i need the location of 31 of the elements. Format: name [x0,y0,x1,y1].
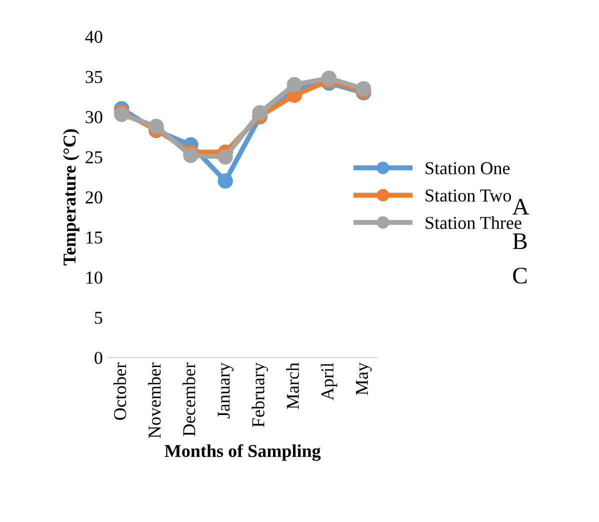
x-tick-label: October [113,362,126,420]
point [252,105,268,120]
y-tick-label: 5 [94,312,102,324]
y-axis-title: Temperature (°C) [62,129,80,266]
x-tick-label: March [286,362,299,410]
x-tick-label: January [218,362,234,418]
x-tick-label: December [182,362,196,436]
y-tick-label: 40 [85,30,102,43]
x-tick-label: February [252,362,268,428]
y-tick-label: 0 [94,352,102,364]
y-tick-label: 25 [86,151,102,164]
legend-label: Station Three [426,216,522,229]
x-tick-label: November [148,362,161,438]
x-axis-title: Months of Sampling [164,444,321,461]
point [218,173,233,189]
text: C [513,268,527,284]
text: B [512,233,527,249]
y-tick-label: 30 [86,111,102,124]
point [148,118,164,134]
y-tick-label: 35 [86,70,102,84]
y-tick-label: 10 [86,272,102,284]
point [286,77,302,92]
point [218,149,233,165]
x-tick-label: April [320,362,338,400]
legend-label: Station Two [426,189,511,202]
text: A [512,198,530,214]
y-tick-label: 15 [86,232,102,244]
y-tick-label: 20 [86,191,102,204]
legend-label: Station One [426,162,510,174]
x-tick-label: May [356,362,372,396]
point [183,148,198,163]
